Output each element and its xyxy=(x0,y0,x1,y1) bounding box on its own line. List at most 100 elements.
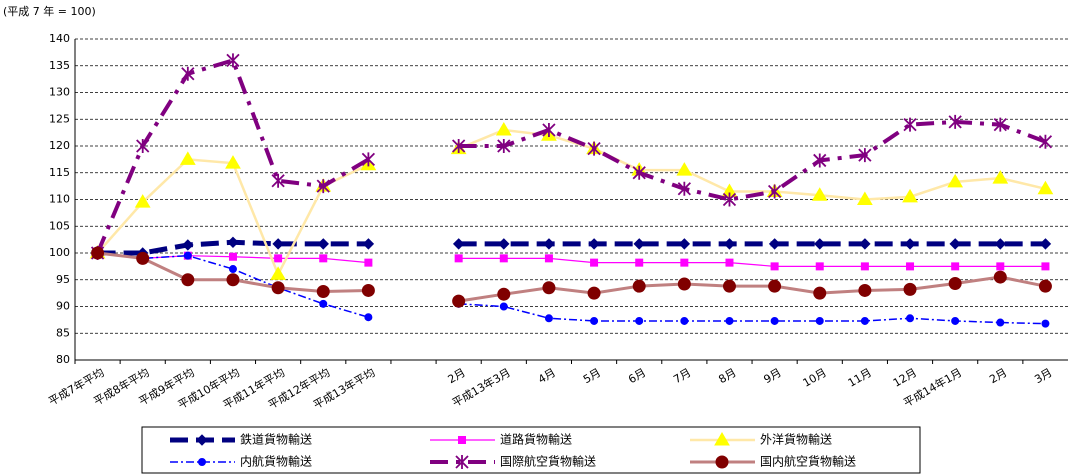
marker xyxy=(722,192,737,207)
marker xyxy=(272,238,284,250)
marker xyxy=(499,302,508,311)
marker xyxy=(680,258,689,267)
marker xyxy=(722,279,736,293)
marker xyxy=(1037,180,1054,195)
marker xyxy=(859,238,871,250)
marker xyxy=(680,316,689,325)
marker xyxy=(452,294,466,308)
legend-marker xyxy=(458,436,466,444)
marker xyxy=(768,238,781,250)
y-tick-label: 110 xyxy=(49,193,70,206)
marker xyxy=(226,53,240,68)
marker xyxy=(860,316,869,325)
marker xyxy=(813,286,827,300)
marker xyxy=(454,254,463,263)
marker xyxy=(587,141,601,156)
legend-label: 道路貨物輸送 xyxy=(500,432,572,447)
marker xyxy=(542,281,556,295)
marker xyxy=(183,251,192,260)
marker xyxy=(319,254,328,263)
marker xyxy=(452,238,465,250)
marker xyxy=(452,139,466,153)
marker xyxy=(992,170,1009,184)
series-line xyxy=(97,239,1046,256)
marker xyxy=(725,258,734,267)
marker xyxy=(948,114,962,129)
y-tick-label: 95 xyxy=(56,273,70,286)
y-tick-label: 85 xyxy=(56,326,70,339)
marker xyxy=(770,316,779,325)
marker xyxy=(271,173,285,188)
marker xyxy=(228,265,237,274)
marker xyxy=(993,117,1007,132)
y-tick-label: 115 xyxy=(49,166,70,179)
x-tick-label: 6月 xyxy=(626,366,648,386)
marker xyxy=(590,258,599,267)
marker xyxy=(226,273,240,287)
y-tick-label: 80 xyxy=(56,353,70,366)
legend-label: 国内航空貨物輸送 xyxy=(760,454,856,469)
marker xyxy=(498,238,510,250)
y-tick-label: 90 xyxy=(56,300,70,313)
marker xyxy=(906,262,915,271)
x-tick-label: 3月 xyxy=(1032,366,1054,386)
marker xyxy=(1041,319,1050,328)
legend-label: 国際航空貨物輸送 xyxy=(500,454,596,469)
marker xyxy=(1038,134,1053,149)
x-tick-label: 4月 xyxy=(536,366,558,386)
marker xyxy=(635,258,644,267)
legend-label: 鉄道貨物輸送 xyxy=(240,432,312,447)
marker xyxy=(316,179,330,194)
marker xyxy=(497,287,511,301)
x-tick-label: 7月 xyxy=(671,366,693,386)
marker xyxy=(632,165,646,180)
marker xyxy=(495,121,512,136)
marker xyxy=(274,254,283,263)
legend-box xyxy=(141,426,921,474)
x-tick-label: 5月 xyxy=(581,366,603,386)
marker xyxy=(544,314,553,323)
series-line xyxy=(97,252,1046,267)
y-tick-label: 100 xyxy=(49,246,70,259)
marker xyxy=(543,238,555,250)
legend-marker xyxy=(455,455,469,469)
marker xyxy=(949,238,961,250)
marker xyxy=(951,316,960,325)
marker xyxy=(227,236,239,249)
x-tick-label: 12月 xyxy=(891,366,919,390)
marker xyxy=(271,281,285,295)
marker xyxy=(996,318,1005,327)
marker xyxy=(542,122,556,137)
marker xyxy=(811,187,828,201)
legend-label: 内航貨物輸送 xyxy=(240,454,312,469)
marker xyxy=(723,238,736,250)
x-tick-label: 10月 xyxy=(801,366,829,390)
series-line xyxy=(95,57,1047,254)
marker xyxy=(91,246,105,260)
x-tick-label: 2月 xyxy=(987,366,1009,386)
marker xyxy=(361,152,376,167)
marker xyxy=(860,262,869,271)
marker xyxy=(228,252,237,261)
marker xyxy=(813,153,827,168)
marker xyxy=(857,191,873,205)
legend-label: 外洋貨物輸送 xyxy=(760,432,832,447)
marker xyxy=(134,194,151,208)
chart-title: (平成 7 年 = 100) xyxy=(3,4,96,18)
marker xyxy=(678,238,691,250)
marker xyxy=(635,316,644,325)
marker xyxy=(590,316,599,325)
x-tick-label: 11月 xyxy=(846,366,874,390)
marker xyxy=(768,279,782,293)
legend-marker xyxy=(715,455,729,469)
marker xyxy=(677,277,691,291)
marker xyxy=(770,262,779,271)
x-tick-label: 9月 xyxy=(762,366,784,386)
marker xyxy=(317,238,329,250)
marker xyxy=(497,139,511,153)
marker xyxy=(588,238,600,250)
marker xyxy=(362,238,375,250)
marker xyxy=(632,279,646,293)
y-tick-label: 135 xyxy=(49,59,70,72)
y-tick-label: 105 xyxy=(49,219,70,232)
